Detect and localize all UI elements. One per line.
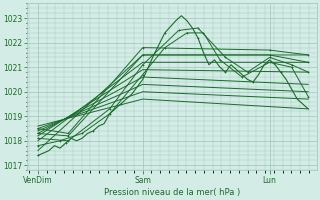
X-axis label: Pression niveau de la mer( hPa ): Pression niveau de la mer( hPa )	[104, 188, 240, 197]
